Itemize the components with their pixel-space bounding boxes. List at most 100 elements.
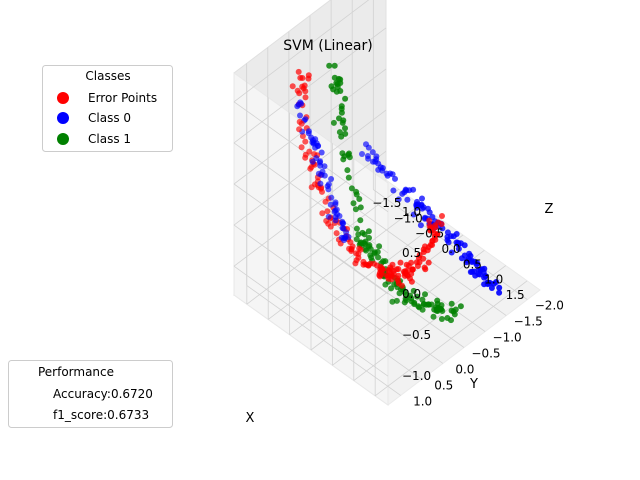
point-class-0 (472, 272, 479, 279)
point-error-points (322, 198, 329, 205)
point-class-1 (350, 200, 357, 207)
point-class-1 (438, 316, 445, 322)
scatter-points (289, 62, 503, 324)
point-class-0 (481, 274, 488, 281)
point-class-1 (411, 299, 418, 306)
x-tick-label: 0.0 (441, 242, 460, 256)
point-class-0 (317, 162, 324, 169)
point-class-0 (455, 245, 462, 252)
point-class-0 (484, 281, 491, 288)
point-error-points (403, 261, 410, 268)
point-class-0 (325, 213, 332, 220)
point-class-0 (395, 196, 402, 203)
point-error-points (385, 273, 392, 280)
x-tick-label: −1.0 (394, 211, 423, 225)
point-class-0 (328, 194, 335, 201)
point-class-0 (392, 175, 398, 182)
point-class-1 (410, 287, 417, 294)
z-gridline-back (233, 224, 389, 336)
point-class-1 (342, 125, 348, 132)
point-error-points (307, 165, 314, 172)
point-error-points (296, 118, 303, 125)
point-class-0 (321, 163, 328, 170)
point-error-points (426, 217, 433, 224)
y-tick-label: 0.5 (434, 378, 453, 392)
point-class-1 (357, 204, 364, 211)
point-class-0 (297, 112, 303, 119)
legend-title: Classes (85, 69, 130, 83)
z-gridline-left (233, 150, 387, 267)
z-gridline-left (233, 0, 370, 103)
point-error-points (434, 231, 441, 238)
point-class-0 (333, 206, 340, 213)
point-class-0 (310, 139, 317, 146)
point-class-1 (331, 74, 338, 81)
legend-label-error-points: Error Points (88, 91, 157, 105)
point-class-1 (439, 308, 446, 314)
point-class-0 (325, 186, 332, 193)
point-class-0 (318, 149, 325, 156)
point-class-0 (496, 289, 503, 296)
point-error-points (296, 126, 303, 133)
point-class-0 (365, 144, 372, 151)
point-class-0 (453, 239, 460, 246)
point-class-0 (332, 201, 339, 208)
point-class-1 (396, 290, 403, 297)
point-error-points (376, 272, 383, 279)
z-gridline-left (233, 27, 387, 144)
point-class-1 (352, 206, 359, 213)
point-class-0 (328, 176, 335, 182)
point-class-1 (444, 315, 451, 321)
point-class-0 (370, 158, 376, 165)
f1-score-text: f1_score:0.6733 (53, 408, 149, 422)
point-error-points (346, 245, 353, 252)
performance-title: Performance (38, 365, 114, 379)
point-class-0 (332, 217, 339, 224)
y-tick-label: −1.5 (514, 315, 543, 329)
point-class-1 (391, 281, 398, 288)
point-class-0 (445, 239, 452, 246)
point-class-1 (338, 105, 345, 112)
point-error-points (422, 243, 428, 250)
point-class-1 (457, 303, 464, 310)
accuracy-text: Accuracy:0.6720 (53, 387, 153, 401)
point-class-1 (375, 254, 382, 261)
point-class-0 (339, 220, 346, 227)
legend-marker-class-0 (57, 112, 69, 124)
point-error-points (289, 83, 296, 90)
point-class-0 (413, 204, 420, 211)
point-error-points (360, 258, 367, 265)
legend-marker-class-1 (57, 133, 69, 145)
y-tick-label: −0.5 (471, 347, 500, 361)
point-class-1 (339, 150, 346, 157)
z-tick-label: 0.0 (402, 287, 421, 301)
point-error-points (319, 210, 326, 217)
x-tick-label: 1.5 (506, 288, 525, 302)
y-tick-label: 1.0 (413, 394, 432, 408)
point-class-0 (458, 255, 465, 262)
point-class-0 (399, 190, 406, 197)
point-class-0 (327, 201, 334, 208)
point-class-0 (375, 166, 382, 173)
point-class-1 (414, 293, 421, 300)
y-tick-label: −2.0 (535, 299, 564, 313)
x-tick-label: −0.5 (415, 227, 444, 241)
z-tick-label: 1.0 (402, 205, 421, 219)
point-class-1 (356, 196, 363, 202)
point-class-0 (365, 155, 372, 162)
point-error-points (394, 275, 401, 282)
point-error-points (439, 213, 445, 219)
point-class-0 (294, 103, 301, 110)
x-axis-label: X (246, 411, 255, 426)
point-class-1 (393, 297, 400, 304)
point-class-1 (438, 302, 445, 309)
point-class-1 (422, 291, 428, 298)
point-class-1 (419, 296, 426, 303)
point-class-1 (334, 83, 341, 90)
point-class-1 (345, 174, 352, 181)
point-class-1 (382, 281, 389, 288)
point-class-1 (331, 62, 338, 69)
point-class-1 (346, 154, 353, 161)
axes-ticks: −1.5−1.0−0.50.00.51.01.5−2.0−1.5−1.0−0.5… (372, 196, 564, 408)
point-error-points (355, 251, 362, 257)
